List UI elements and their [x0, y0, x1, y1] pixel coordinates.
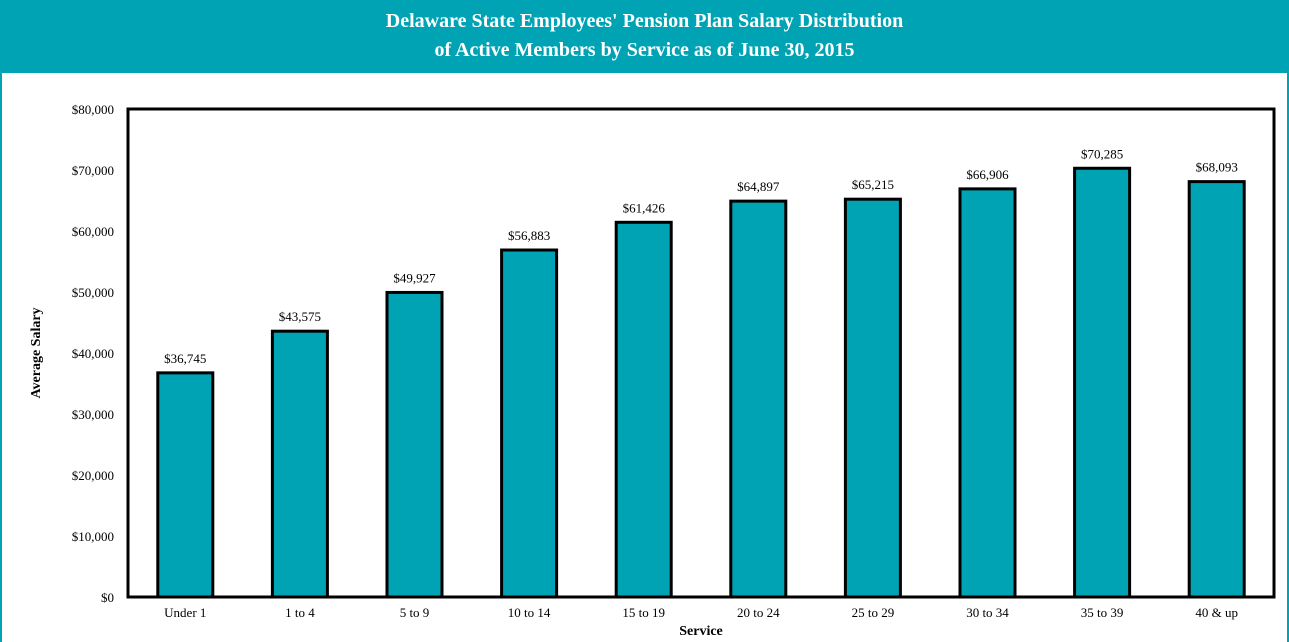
data-label-0: $36,745 — [164, 351, 206, 366]
bar-5 — [729, 199, 788, 599]
y-axis-title-group: Average Salary — [29, 307, 44, 398]
chart-title: Delaware State Employees' Pension Plan S… — [385, 10, 904, 32]
bar-1 — [270, 329, 329, 599]
x-tick-label-2: 5 to 9 — [400, 605, 430, 620]
bar-6 — [843, 197, 902, 599]
bar-8 — [1073, 166, 1132, 599]
y-tick-label: $20,000 — [72, 468, 114, 483]
chart-subtitle: of Active Members by Service as of June … — [434, 39, 855, 61]
y-tick-label: $30,000 — [72, 407, 114, 422]
bar-0 — [156, 371, 215, 599]
bar-2 — [385, 290, 444, 599]
data-label-6: $65,215 — [852, 177, 894, 192]
data-label-8: $70,285 — [1081, 146, 1123, 161]
y-tick-label: $0 — [101, 590, 114, 605]
data-labels: $36,745 $43,575 $49,927 $56,883 $61,426 $64,8… — [164, 146, 1238, 366]
y-tick-label: $50,000 — [72, 285, 114, 300]
x-tick-label-3: 10 to 14 — [508, 605, 551, 620]
y-tick-labels: $0 $10,000 $20,000 $30,000 $40,000 $50,000 $60… — [72, 102, 114, 605]
bar-chart: Average Salary Service $0$10,000$20,000$… — [29, 102, 1276, 639]
data-label-3: $56,883 — [508, 228, 550, 243]
bar-4 — [614, 220, 673, 599]
x-axis-title: Service — [679, 624, 723, 639]
y-tick-label: $60,000 — [72, 224, 114, 239]
y-tick-label: $80,000 — [72, 102, 114, 117]
y-tick-label: $40,000 — [72, 346, 114, 361]
data-label-5: $64,897 — [737, 179, 780, 194]
x-tick-label-1: 1 to 4 — [285, 605, 315, 620]
x-tick-labels: Under 1 1 to 4 5 to 9 10 to 14 15 to 19 20 to… — [164, 605, 1238, 620]
x-tick-label-7: 30 to 34 — [966, 605, 1009, 620]
bars — [156, 166, 1246, 599]
x-tick-label-6: 25 to 29 — [852, 605, 895, 620]
x-tick-label-5: 20 to 24 — [737, 605, 780, 620]
data-label-2: $49,927 — [393, 270, 436, 285]
plot-area-border — [126, 107, 1276, 599]
y-axis-title: Average Salary — [29, 307, 44, 398]
data-label-9: $68,093 — [1196, 160, 1238, 175]
x-tick-label-4: 15 to 19 — [622, 605, 665, 620]
data-label-4: $61,426 — [623, 200, 666, 215]
x-tick-label-9: 40 & up — [1195, 605, 1238, 620]
y-tick-label: $70,000 — [72, 163, 114, 178]
bar-9 — [1187, 180, 1246, 599]
data-label-1: $43,575 — [279, 309, 321, 324]
bar-3 — [500, 248, 559, 599]
data-label-7: $66,906 — [966, 167, 1009, 182]
y-tick-label: $10,000 — [72, 529, 114, 544]
x-tick-label-8: 35 to 39 — [1081, 605, 1124, 620]
chart-title-banner: Delaware State Employees' Pension Plan S… — [2, 0, 1287, 73]
x-tick-label-0: Under 1 — [164, 605, 206, 620]
bar-7 — [958, 187, 1017, 599]
